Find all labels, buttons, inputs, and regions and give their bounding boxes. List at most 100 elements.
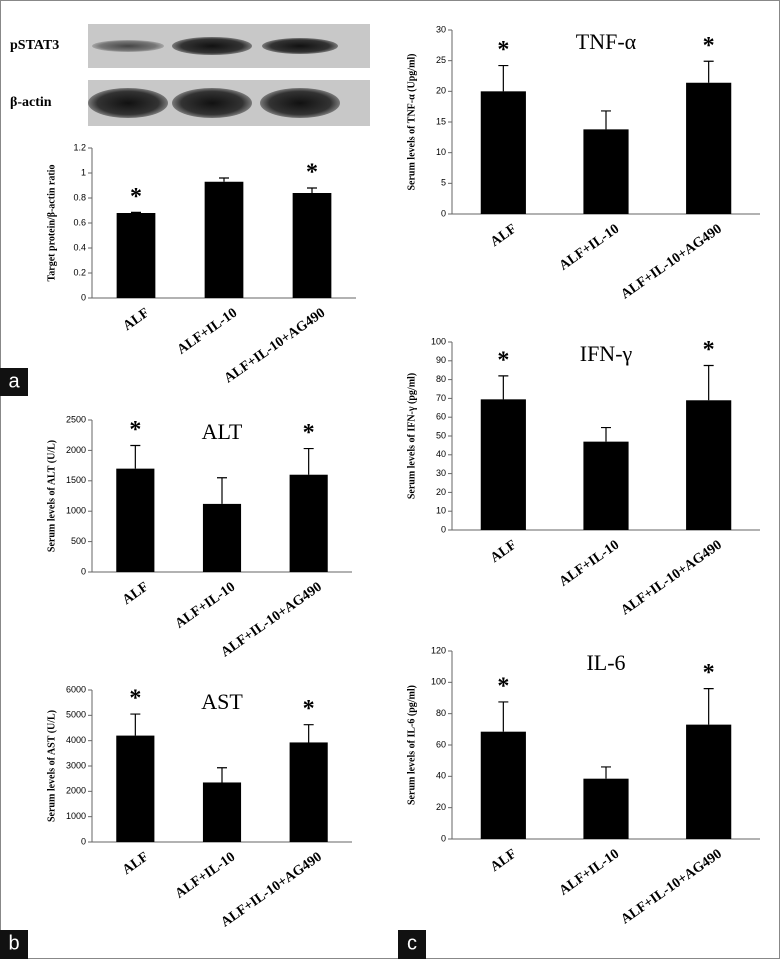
y-tick-label: 1000 [66,811,86,821]
y-tick-label: 6000 [66,684,86,694]
chart-title: TNF-α [576,29,637,54]
bar [480,731,526,839]
y-tick-label: 25 [436,55,446,65]
significance-marker: * [497,347,509,373]
panel-label-box [398,930,426,959]
bar [116,213,156,298]
y-tick-label: 0.2 [73,267,86,277]
bar [686,400,732,530]
blot-band [172,88,252,118]
y-tick-label: 2500 [66,414,86,424]
error-bar [219,177,229,182]
error-bar [498,64,509,92]
blot-band [262,38,338,54]
blot-band [92,40,164,52]
y-tick-label: 70 [436,393,446,403]
error-bar [130,713,141,736]
significance-marker: * [129,417,141,443]
error-bar [703,60,714,83]
significance-marker: * [497,37,509,63]
y-tick-label: 0.6 [73,217,86,227]
blot-band [172,37,252,55]
y-axis-label: Serum levels of TNF-α (Upg/ml) [406,53,417,190]
y-tick-label: 2000 [66,786,86,796]
y-tick-label: 4000 [66,735,86,745]
error-bar [217,477,227,504]
bar [202,782,242,842]
error-bar [130,444,141,469]
y-tick-label: 2000 [66,445,86,455]
bar [583,778,629,839]
bar [480,91,526,214]
error-bar [601,766,611,779]
bar [204,181,244,298]
bar [202,503,242,572]
blot-band [88,88,168,118]
y-tick-label: 1500 [66,475,86,485]
error-bar [307,187,317,193]
error-bar [703,364,714,401]
chart-title: IL-6 [586,650,625,675]
y-axis-label: Serum levels of ALT (U/L) [46,440,57,552]
y-axis-label: Serum levels of IFN-γ (pg/ml) [406,373,417,499]
error-bar [601,426,611,442]
significance-marker: * [703,33,715,59]
y-tick-label: 3000 [66,760,86,770]
chart-title: IFN-γ [580,341,633,366]
y-tick-label: 0 [441,524,446,534]
y-tick-label: 100 [431,336,446,346]
significance-marker: * [703,337,715,363]
panel-label: b [8,932,19,954]
bar [480,399,526,530]
bar [583,129,629,214]
significance-marker: * [306,160,318,186]
bar [686,82,732,214]
blot-band [260,88,340,118]
error-bar [303,724,314,743]
significance-marker: * [703,660,715,686]
significance-marker: * [303,420,315,446]
error-bar [703,688,714,725]
bar [116,735,155,842]
y-tick-label: 0 [441,208,446,218]
y-axis-label: Serum levels of IL-6 (pg/ml) [406,685,417,805]
y-tick-label: 20 [436,487,446,497]
chart-title: AST [201,689,243,714]
y-tick-label: 20 [436,86,446,96]
y-tick-label: 40 [436,449,446,459]
error-bar [498,701,509,732]
error-bar [131,211,141,213]
y-tick-label: 5 [441,178,446,188]
y-tick-label: 1000 [66,506,86,516]
error-bar [498,375,509,400]
panel-label-box [0,368,28,396]
bar [116,468,155,572]
error-bar [601,110,611,130]
y-tick-label: 10 [436,506,446,516]
y-tick-label: 30 [436,24,446,34]
y-tick-label: 80 [436,708,446,718]
error-bar [217,767,227,783]
y-tick-label: 10 [436,147,446,157]
y-tick-label: 100 [431,677,446,687]
significance-marker: * [303,696,315,722]
panel-label-box [0,930,28,959]
y-tick-label: 0 [81,292,86,302]
bar [289,742,328,842]
y-tick-label: 120 [431,645,446,655]
bar [583,441,629,530]
y-tick-label: 1 [81,167,86,177]
blot-label: β-actin [10,95,52,110]
y-tick-label: 30 [436,468,446,478]
y-tick-label: 0.8 [73,192,86,202]
significance-marker: * [497,673,509,699]
blot-label: pSTAT3 [10,38,59,53]
panel-label: a [8,370,20,392]
bar [292,193,332,298]
chart-title: ALT [202,419,243,444]
y-tick-label: 90 [436,355,446,365]
y-axis-label: Serum levels of AST (U/L) [46,710,57,822]
bar [686,724,732,839]
y-tick-label: 20 [436,802,446,812]
y-tick-label: 80 [436,374,446,384]
